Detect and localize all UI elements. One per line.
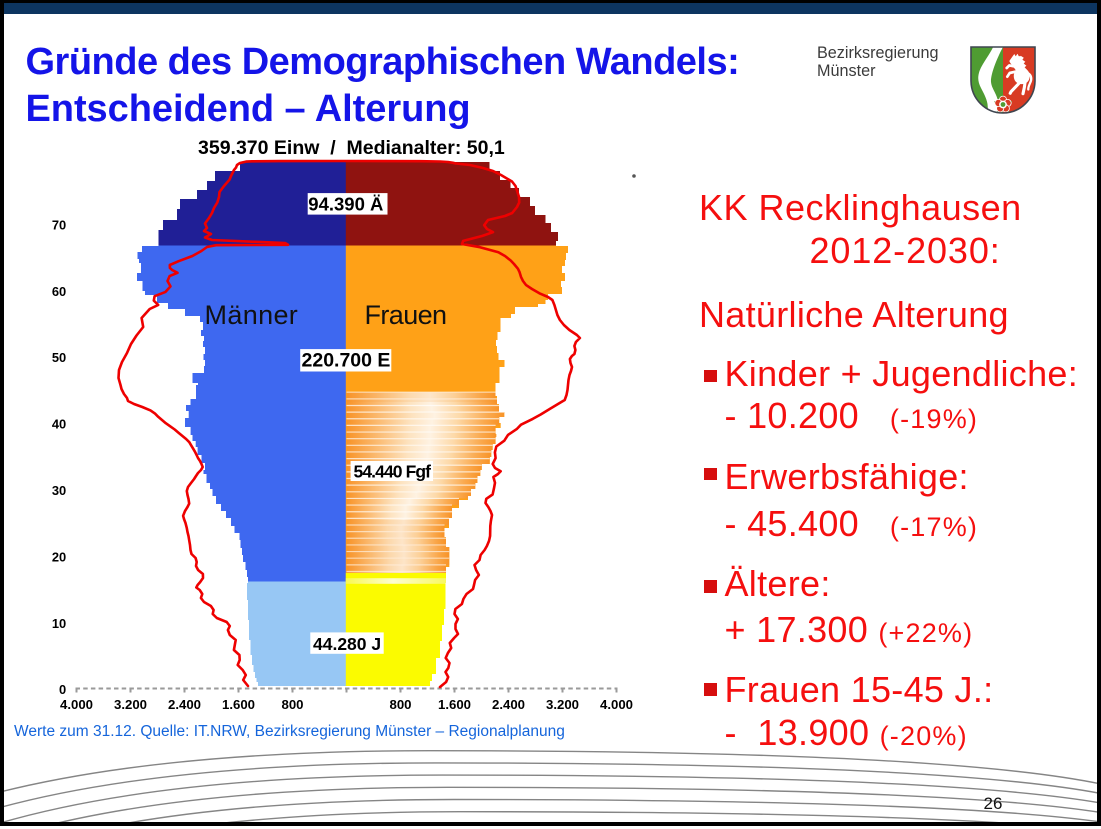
svg-text:44.280 J: 44.280 J <box>313 634 381 654</box>
svg-text:2.400: 2.400 <box>168 697 201 712</box>
svg-text:800: 800 <box>281 697 303 712</box>
svg-text:800: 800 <box>389 697 411 712</box>
svg-text:70: 70 <box>52 217 66 232</box>
svg-text:220.700 E: 220.700 E <box>302 349 391 371</box>
svg-text:359.370 Einw / Medianalter:: 359.370 Einw / Medianalter: 50,1 <box>198 137 505 159</box>
svg-text:10: 10 <box>52 616 66 631</box>
svg-text:3.200: 3.200 <box>114 697 147 712</box>
svg-text:2.400: 2.400 <box>492 697 525 712</box>
svg-text:60: 60 <box>52 284 66 299</box>
svg-text:1.600: 1.600 <box>438 697 471 712</box>
svg-text:20: 20 <box>52 549 66 564</box>
svg-text:Männer: Männer <box>205 300 299 330</box>
svg-text:4.000: 4.000 <box>60 697 93 712</box>
svg-text:94.390 Ä: 94.390 Ä <box>308 193 383 214</box>
svg-text:50: 50 <box>52 350 66 365</box>
svg-text:54.440 Fgf: 54.440 Fgf <box>354 462 432 482</box>
svg-text:30: 30 <box>52 483 66 498</box>
svg-text:0: 0 <box>59 682 66 697</box>
svg-text:3.200: 3.200 <box>546 697 579 712</box>
svg-text:4.000: 4.000 <box>600 697 633 712</box>
svg-text:1.600: 1.600 <box>222 697 255 712</box>
svg-text:40: 40 <box>52 417 66 432</box>
svg-text:Frauen: Frauen <box>365 300 447 330</box>
